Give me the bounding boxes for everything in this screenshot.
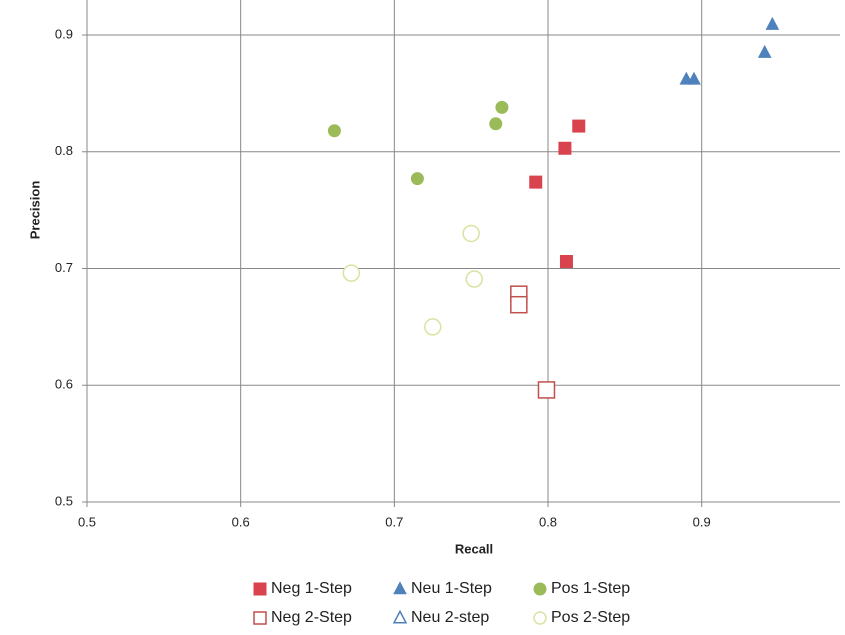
data-point <box>529 175 543 189</box>
legend-marker <box>533 611 547 625</box>
data-point <box>342 264 361 282</box>
legend-label: Neg 2-Step <box>271 609 352 626</box>
data-point <box>757 44 772 58</box>
legend-label: Neg 1-Step <box>271 580 352 597</box>
data-point <box>462 224 480 243</box>
data-point <box>495 100 509 114</box>
data-point <box>410 172 424 186</box>
legend-marker <box>253 611 267 625</box>
data-point <box>537 381 556 399</box>
x-tick-label: 0.9 <box>693 514 711 529</box>
data-point <box>559 255 573 269</box>
legend-label: Pos 2-Step <box>551 609 630 626</box>
data-point <box>510 295 528 314</box>
legend-marker <box>253 582 267 596</box>
x-axis-label: Recall <box>455 541 493 556</box>
legend-label: Neu 1-Step <box>411 580 492 597</box>
x-tick-label: 0.6 <box>232 514 250 529</box>
legend-label: Neu 2-step <box>411 609 489 626</box>
legend-label: Pos 1-Step <box>551 580 630 597</box>
y-tick-label: 0.9 <box>55 26 73 41</box>
data-point <box>489 117 503 131</box>
data-point <box>687 71 701 85</box>
legend-marker <box>392 609 408 624</box>
y-tick-label: 0.6 <box>55 377 73 392</box>
data-point <box>558 141 572 155</box>
x-tick-label: 0.8 <box>539 514 557 529</box>
data-point <box>465 270 484 288</box>
data-point <box>424 318 442 336</box>
legend-marker <box>393 581 407 595</box>
data-point <box>572 119 586 133</box>
data-point <box>327 124 341 138</box>
x-tick-label: 0.7 <box>385 514 403 529</box>
y-tick-label: 0.5 <box>55 493 73 508</box>
y-tick-label: 0.7 <box>55 260 73 275</box>
y-tick-label: 0.8 <box>55 143 73 158</box>
data-point <box>765 16 780 30</box>
x-tick-label: 0.5 <box>78 514 96 529</box>
legend-marker <box>533 582 547 596</box>
y-axis-label: Precision <box>27 181 42 240</box>
